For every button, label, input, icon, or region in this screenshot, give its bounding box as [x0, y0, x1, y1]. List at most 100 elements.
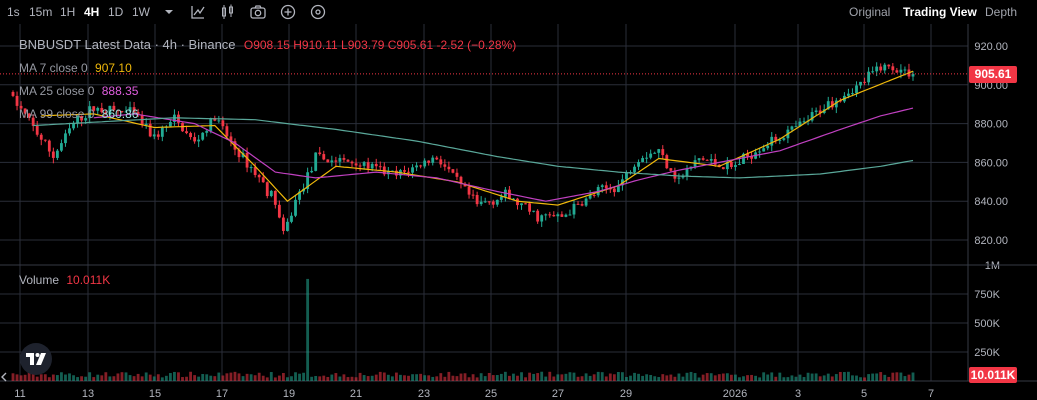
camera-icon[interactable] [249, 3, 267, 21]
volume-bar [237, 373, 241, 381]
volume-bar [891, 372, 895, 381]
volume-bar [116, 373, 120, 381]
candle-body [729, 161, 733, 168]
volume-bar [826, 373, 830, 381]
candle-body [47, 140, 51, 152]
interval-1h[interactable]: 1H [60, 5, 76, 19]
candle-body [548, 214, 552, 216]
candle-body [673, 170, 677, 179]
volume-bar [697, 377, 701, 381]
candles-icon[interactable] [219, 3, 237, 21]
candle-body [580, 204, 584, 206]
volume-bar [677, 373, 681, 381]
candle-body [290, 215, 293, 222]
volume-value: 10.011K [66, 273, 111, 287]
volume-bar [39, 374, 43, 381]
candle-body [39, 134, 43, 140]
candle-body [148, 123, 152, 137]
volume-bar [863, 377, 866, 381]
candle-body [68, 128, 71, 134]
volume-bar [532, 373, 536, 381]
candle-body [306, 172, 310, 189]
candle-body [286, 221, 289, 231]
view-trading-view[interactable]: Trading View [903, 5, 977, 19]
candle-body [225, 126, 229, 137]
candle-body [193, 137, 197, 142]
candle-body [653, 152, 657, 154]
candle-body [903, 69, 907, 71]
volume-bar [887, 376, 891, 381]
volume-bar [842, 372, 846, 381]
interval-1d[interactable]: 1D [108, 5, 124, 19]
volume-bar [439, 373, 443, 381]
ma7-label: MA 7 close 0 [19, 61, 88, 75]
volume-label: Volume [19, 273, 60, 287]
candle-body [899, 69, 903, 73]
candle-body [536, 210, 540, 222]
candle-body [604, 185, 608, 189]
interval-4h[interactable]: 4H [84, 5, 100, 19]
volume-bar [185, 376, 188, 381]
candle-body [701, 158, 705, 160]
candle-body [895, 70, 899, 73]
candle-body [76, 115, 79, 123]
volume-axis-label: 500K [974, 318, 1000, 330]
candle-body [657, 149, 661, 153]
volume-bar [717, 374, 721, 381]
candle-body [552, 215, 556, 217]
volume-bar [427, 375, 431, 381]
volume-bar [217, 372, 221, 381]
chevron-down-icon[interactable] [160, 3, 178, 21]
ma25-value: 888.35 [101, 84, 139, 98]
candle-body [859, 81, 862, 86]
candle-body [709, 159, 713, 161]
candle-body [269, 190, 273, 197]
candle-body [411, 167, 414, 173]
volume-bar [637, 373, 640, 381]
candle-body [144, 123, 148, 126]
legend-ma7: MA 7 close 0 907.10 [19, 61, 132, 75]
volume-bar [132, 376, 136, 381]
volume-bar [673, 376, 677, 381]
candle-body [136, 112, 140, 116]
view-depth[interactable]: Depth [985, 5, 1018, 19]
volume-bar [907, 374, 911, 381]
candle-body [616, 185, 620, 193]
volume-bar [415, 374, 418, 381]
volume-bar [193, 375, 197, 381]
interval-1w[interactable]: 1W [132, 5, 150, 19]
interval-15m[interactable]: 15m [29, 5, 53, 19]
ma99-line [33, 117, 914, 179]
interval-1s[interactable]: 1s [7, 5, 20, 19]
price-chart[interactable]: 920.00900.00880.00860.00840.00820.001M75… [0, 24, 1037, 400]
settings-icon[interactable] [309, 3, 327, 21]
volume-bar [431, 376, 435, 381]
volume-bar [362, 375, 366, 381]
volume-bar [435, 376, 439, 381]
ma25-line [93, 107, 914, 202]
volume-bar [152, 376, 156, 381]
candle-body [60, 143, 63, 151]
plus-circle-icon[interactable] [279, 3, 297, 21]
candle-body [471, 194, 475, 196]
tradingview-logo[interactable] [20, 343, 52, 375]
volume-bar [177, 372, 180, 381]
volume-bar [738, 377, 741, 381]
line-tool-icon[interactable] [189, 3, 207, 21]
candle-body [459, 176, 463, 184]
candle-body [108, 105, 112, 115]
candle-body [201, 132, 205, 140]
candle-body [51, 151, 55, 158]
candle-body [685, 168, 689, 177]
candle-body [19, 105, 23, 109]
candle-body [378, 166, 382, 168]
candle-body [229, 136, 233, 142]
candle-body [35, 125, 39, 135]
candle-body [540, 215, 544, 222]
volume-bar [451, 375, 455, 381]
candle-body [277, 204, 281, 218]
view-original[interactable]: Original [849, 5, 891, 19]
candle-body [887, 64, 891, 67]
scroll-left-icon[interactable] [0, 371, 8, 383]
volume-bar [370, 375, 374, 381]
